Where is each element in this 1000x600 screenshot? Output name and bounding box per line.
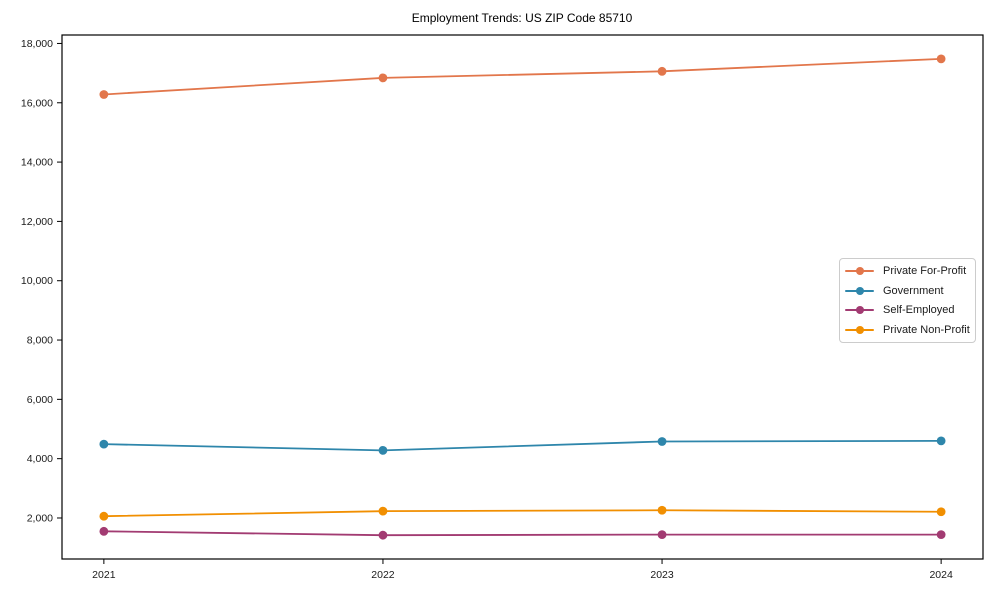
plot-series — [99, 54, 946, 540]
data-point-private-for-profit-2022 — [378, 73, 388, 83]
legend-item-self-employed: Self-Employed — [845, 301, 975, 321]
series-line-government — [103, 439, 942, 452]
data-point-self-employed-2022 — [378, 530, 388, 540]
data-point-government-2021 — [99, 439, 109, 449]
legend: Private For-Profit Government Self-Employe… — [839, 258, 976, 343]
legend-label: Private Non-Profit — [883, 324, 970, 337]
legend-item-government: Government — [845, 281, 975, 301]
y-tick-label: 8,000 — [27, 335, 53, 347]
data-point-private-non-profit-2021 — [99, 511, 109, 521]
data-point-government-2024 — [936, 436, 946, 446]
y-tick-label: 14,000 — [21, 157, 53, 169]
legend-marker-icon — [845, 266, 874, 275]
data-point-government-2023 — [657, 437, 667, 446]
chart-title: Employment Trends: US ZIP Code 85710 — [412, 11, 633, 25]
y-tick-label: 4,000 — [27, 453, 53, 465]
plot-border — [61, 34, 984, 560]
legend-label: Government — [883, 284, 944, 297]
x-tick-label: 2021 — [92, 569, 116, 581]
data-point-private-non-profit-2024 — [936, 507, 946, 517]
legend-dot-icon — [855, 266, 864, 275]
legend-marker-icon — [845, 286, 874, 295]
y-tick-label: 18,000 — [21, 38, 53, 50]
y-tick-label: 2,000 — [27, 512, 53, 524]
legend-dot-icon — [855, 326, 864, 335]
data-point-government-2022 — [378, 445, 388, 455]
legend-marker-icon — [845, 306, 874, 315]
data-point-private-for-profit-2023 — [657, 66, 667, 76]
y-tick-label: 6,000 — [27, 394, 53, 406]
series-line-self-employed — [103, 530, 942, 537]
data-point-self-employed-2024 — [936, 530, 946, 539]
legend-label: Self-Employed — [883, 304, 955, 317]
data-point-self-employed-2023 — [657, 530, 667, 539]
x-tick-label: 2023 — [650, 569, 674, 581]
axes: 2,000 4,000 6,000 8,000 10,000 12,000 14,000 16… — [21, 38, 953, 581]
data-point-private-non-profit-2022 — [378, 506, 388, 516]
x-tick-label: 2024 — [929, 569, 953, 581]
data-point-self-employed-2021 — [99, 526, 109, 536]
legend-item-private-for-profit: Private For-Profit — [845, 261, 975, 281]
y-tick-label: 12,000 — [21, 216, 53, 228]
legend-label: Private For-Profit — [883, 264, 967, 277]
y-tick-label: 10,000 — [21, 275, 53, 287]
x-tick-label: 2022 — [371, 569, 395, 581]
legend-marker-icon — [845, 326, 874, 335]
data-point-private-for-profit-2024 — [936, 54, 946, 64]
legend-item-private-non-profit: Private Non-Profit — [845, 320, 975, 340]
legend-dot-icon — [855, 286, 864, 295]
data-point-private-non-profit-2023 — [657, 505, 667, 515]
series-line-private-for-profit — [103, 57, 942, 96]
data-point-private-for-profit-2021 — [99, 90, 109, 99]
series-line-private-non-profit — [103, 509, 942, 518]
y-tick-label: 16,000 — [21, 97, 53, 109]
legend-dot-icon — [855, 306, 864, 315]
